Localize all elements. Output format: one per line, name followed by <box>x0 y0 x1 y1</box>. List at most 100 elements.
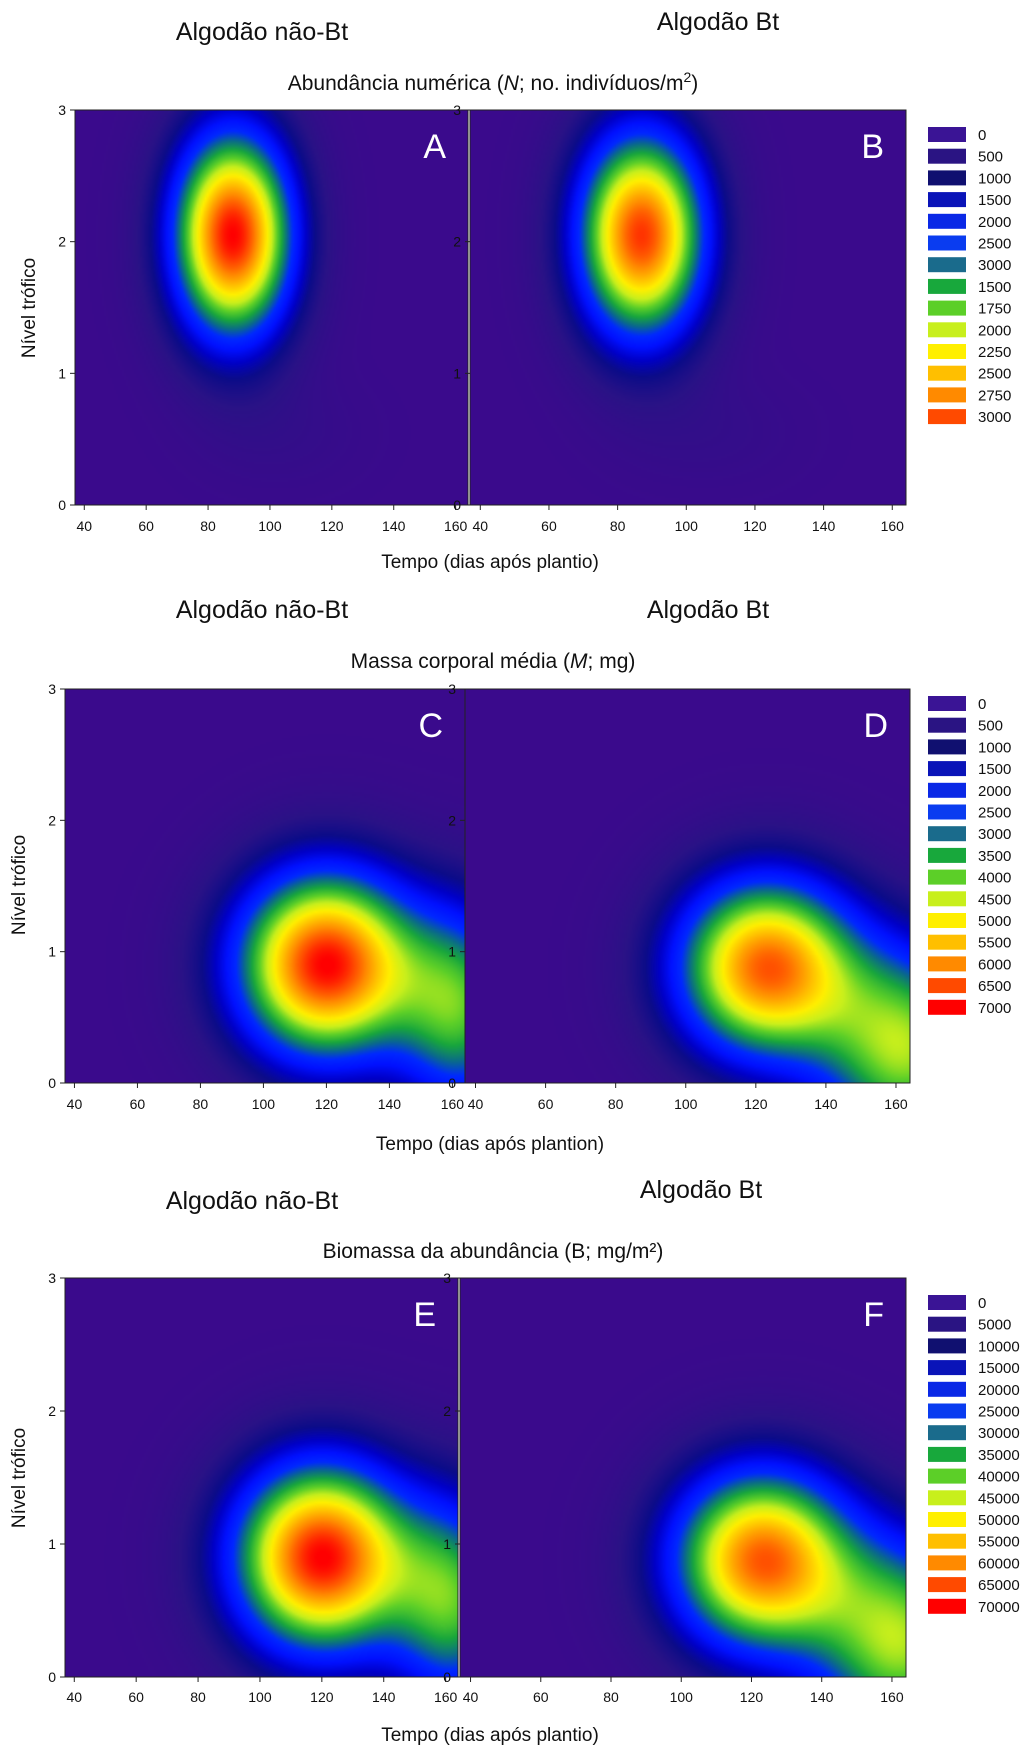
legend-label: 20000 <box>978 1382 1020 1399</box>
legend-label: 7000 <box>978 1000 1011 1017</box>
y-tick-label: 2 <box>48 812 56 828</box>
legend-label: 2250 <box>978 344 1011 361</box>
x-tick-label: 140 <box>810 1689 834 1705</box>
x-tick-label: 80 <box>190 1689 206 1705</box>
heatmap-surface-d <box>465 689 910 1083</box>
x-tick-label: 120 <box>743 518 767 534</box>
legend-label: 3000 <box>978 826 1011 843</box>
x-tick-label: 80 <box>603 1689 619 1705</box>
x-tick-label: 80 <box>608 1096 624 1112</box>
x-axis-title: Tempo (dias após plantio) <box>381 1725 599 1746</box>
legend-label: 50000 <box>978 1512 1020 1529</box>
plot-frame-d <box>464 688 911 1084</box>
legend-label: 2500 <box>978 805 1011 822</box>
x-tick-label: 100 <box>670 1689 694 1705</box>
legend-swatch <box>928 1381 966 1397</box>
x-tick-label: 120 <box>740 1689 764 1705</box>
legend-label: 1500 <box>978 192 1011 209</box>
legend-label: 60000 <box>978 1555 1020 1572</box>
x-tick-label: 40 <box>463 1689 479 1705</box>
legend-swatch <box>928 1555 966 1571</box>
x-axis-title: Tempo (dias após plantio) <box>381 552 599 573</box>
legend-swatch <box>928 913 966 928</box>
y-tick-label: 0 <box>443 1669 451 1685</box>
legend-swatch <box>928 1512 966 1527</box>
x-axis-title: Tempo (dias após plantion) <box>376 1134 604 1155</box>
legend-swatch <box>928 761 966 777</box>
legend-swatch <box>928 1425 966 1441</box>
legend-swatch <box>928 1533 966 1549</box>
legend-swatch <box>928 1577 966 1593</box>
legend-label: 0 <box>978 696 986 713</box>
legend-swatch <box>928 1490 966 1506</box>
heatmap-surface-a <box>75 110 468 505</box>
x-tick-label: 160 <box>444 518 468 534</box>
x-tick-label: 120 <box>320 518 344 534</box>
legend-label: 15000 <box>978 1360 1020 1377</box>
y-tick-label: 3 <box>48 681 56 697</box>
legend-label: 1000 <box>978 170 1011 187</box>
x-tick-label: 40 <box>66 1689 82 1705</box>
panel-title-a: Algodão não-Bt <box>176 18 348 46</box>
x-tick-label: 60 <box>128 1689 144 1705</box>
legend-label: 1750 <box>978 301 1011 318</box>
y-tick-label: 0 <box>453 497 461 513</box>
legend-swatch <box>928 804 966 820</box>
legend-swatch <box>928 257 966 273</box>
legend-swatch <box>928 1338 966 1354</box>
plot-frame-e <box>64 1277 459 1678</box>
legend-swatch <box>928 999 966 1015</box>
heatmap-surface-b <box>470 110 906 505</box>
x-tick-label: 40 <box>67 1096 83 1112</box>
x-tick-label: 40 <box>473 518 489 534</box>
x-tick-label: 100 <box>252 1096 276 1112</box>
y-tick-label: 2 <box>453 234 461 250</box>
legend-swatch <box>928 1446 966 1462</box>
legend-swatch <box>928 1295 966 1310</box>
y-tick-label: 0 <box>48 1075 56 1091</box>
x-tick-label: 60 <box>541 518 557 534</box>
y-tick-label: 2 <box>448 812 456 828</box>
legend-swatch <box>928 1468 966 1484</box>
y-tick-label: 3 <box>453 102 461 118</box>
legend-swatch <box>928 278 966 294</box>
plot-frame-f <box>459 1277 907 1678</box>
legend-label: 35000 <box>978 1447 1020 1464</box>
x-tick-label: 60 <box>138 518 154 534</box>
legend-swatch <box>928 387 966 403</box>
row-title-3: Biomassa da abundância (B; mg/m²) <box>323 1240 664 1263</box>
row-title-2: Massa corporal média (M; mg) <box>351 650 636 673</box>
x-tick-label: 160 <box>441 1096 465 1112</box>
x-tick-label: 100 <box>674 1096 698 1112</box>
y-tick-label: 0 <box>448 1075 456 1091</box>
x-tick-label: 60 <box>130 1096 146 1112</box>
x-tick-label: 100 <box>258 518 282 534</box>
x-tick-label: 140 <box>812 518 836 534</box>
legend-label: 5000 <box>978 913 1011 930</box>
y-tick-label: 1 <box>448 944 456 960</box>
legend-label: 70000 <box>978 1599 1020 1616</box>
x-tick-label: 160 <box>880 1689 904 1705</box>
legend-label: 4000 <box>978 870 1011 887</box>
legend-label: 5500 <box>978 935 1011 952</box>
x-tick-label: 140 <box>372 1689 396 1705</box>
panel-letter-e: E <box>413 1296 436 1334</box>
legend-swatch <box>928 1403 966 1419</box>
panel-letter-c: C <box>418 707 443 745</box>
legend-label: 1500 <box>978 279 1011 296</box>
y-tick-label: 1 <box>48 1536 56 1552</box>
legend-label: 2750 <box>978 387 1011 404</box>
legend-label: 0 <box>978 1295 986 1312</box>
legend-swatch <box>928 148 966 164</box>
panel-letter-b: B <box>861 128 884 166</box>
x-tick-label: 80 <box>200 518 216 534</box>
legend-swatch <box>928 956 966 972</box>
legend-label: 30000 <box>978 1425 1020 1442</box>
legend-swatch <box>928 365 966 381</box>
y-tick-label: 1 <box>58 365 66 381</box>
legend-swatch <box>928 300 966 316</box>
x-tick-label: 40 <box>76 518 92 534</box>
y-tick-label: 0 <box>48 1669 56 1685</box>
plot-frame-a <box>74 109 469 506</box>
legend-label: 3000 <box>978 257 1011 274</box>
